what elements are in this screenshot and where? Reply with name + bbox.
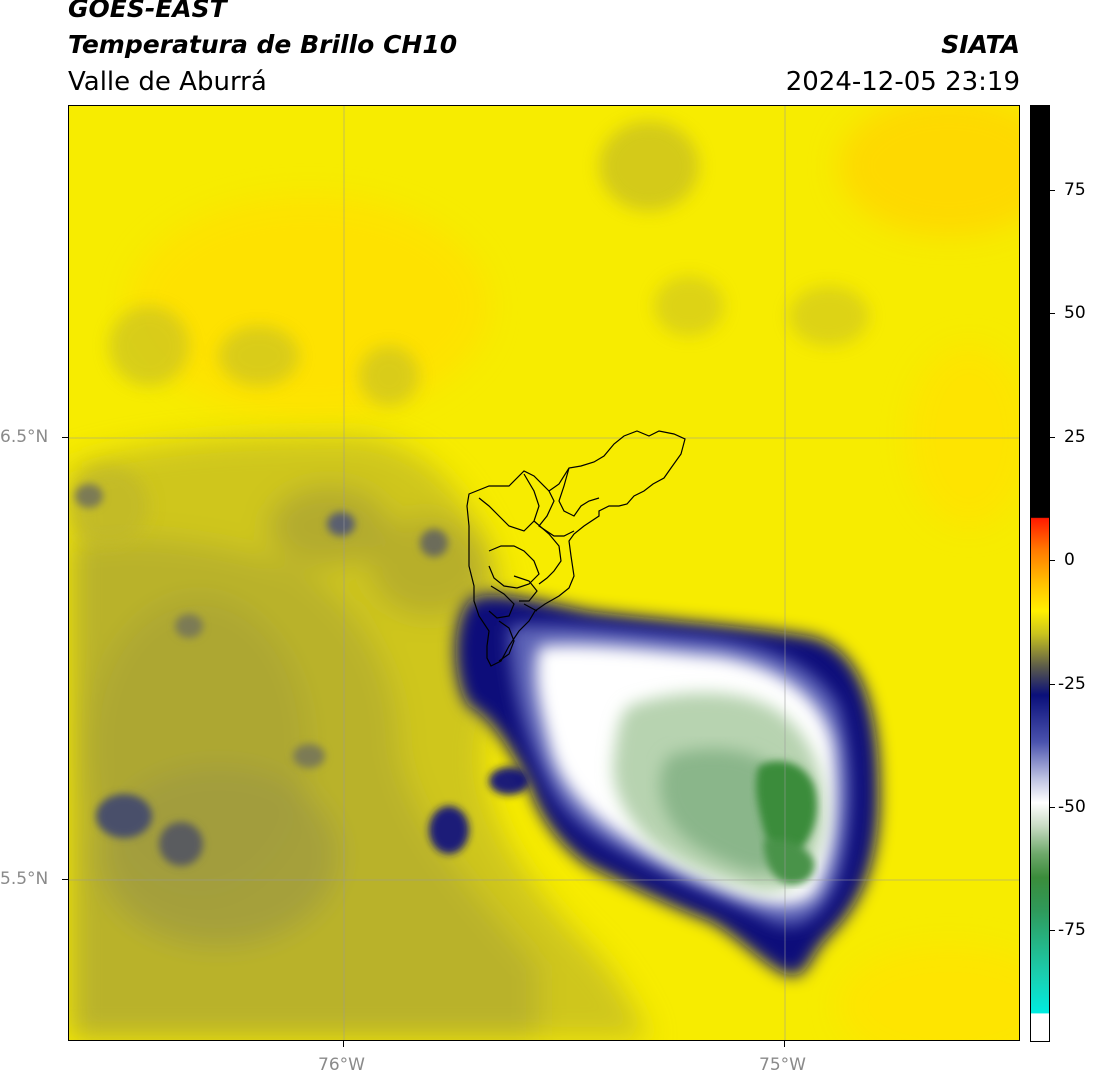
colorbar-label: -25 bbox=[1058, 674, 1086, 694]
timestamp-label: 2024-12-05 23:19 bbox=[785, 67, 1020, 97]
lat-label: 5.5°N bbox=[0, 869, 49, 889]
colorbar-tick bbox=[1049, 190, 1055, 191]
colorbar-tick bbox=[1049, 930, 1055, 931]
colorbar-tick bbox=[1049, 313, 1055, 314]
lon-label: 76°W bbox=[318, 1055, 365, 1075]
lon-tick-mark bbox=[784, 1041, 785, 1047]
colorbar-label: -75 bbox=[1058, 920, 1086, 940]
northern-patches bbox=[69, 121, 869, 546]
colorbar-label: -50 bbox=[1058, 797, 1086, 817]
municipal-boundaries bbox=[466, 430, 686, 667]
storm-cell bbox=[455, 594, 880, 976]
lat-label: 6.5°N bbox=[0, 427, 49, 447]
colorbar-tick bbox=[1049, 437, 1055, 438]
satellite-map[interactable] bbox=[68, 105, 1020, 1041]
gridlines bbox=[69, 106, 1019, 1040]
product-title: Temperatura de Brillo CH10 bbox=[68, 30, 458, 59]
colorbar-tick bbox=[1049, 684, 1055, 685]
lon-label: 75°W bbox=[759, 1055, 806, 1075]
colorbar bbox=[1030, 105, 1050, 1042]
colorbar-tick bbox=[1049, 560, 1055, 561]
colorbar-gradient bbox=[1031, 106, 1049, 1041]
map-title: GOES-EAST bbox=[68, 0, 227, 23]
lat-tick-mark bbox=[62, 879, 68, 880]
agency-label: SIATA bbox=[941, 30, 1020, 59]
colorbar-label: 50 bbox=[1064, 303, 1086, 323]
colorbar-tick bbox=[1049, 807, 1055, 808]
lon-tick-mark bbox=[343, 1041, 344, 1047]
colorbar-label: 0 bbox=[1064, 550, 1075, 570]
colorbar-label: 25 bbox=[1064, 427, 1086, 447]
colorbar-label: 75 bbox=[1064, 180, 1086, 200]
lat-tick-mark bbox=[62, 437, 68, 438]
dark-spots bbox=[75, 484, 529, 866]
region-label: Valle de Aburrá bbox=[68, 67, 267, 97]
